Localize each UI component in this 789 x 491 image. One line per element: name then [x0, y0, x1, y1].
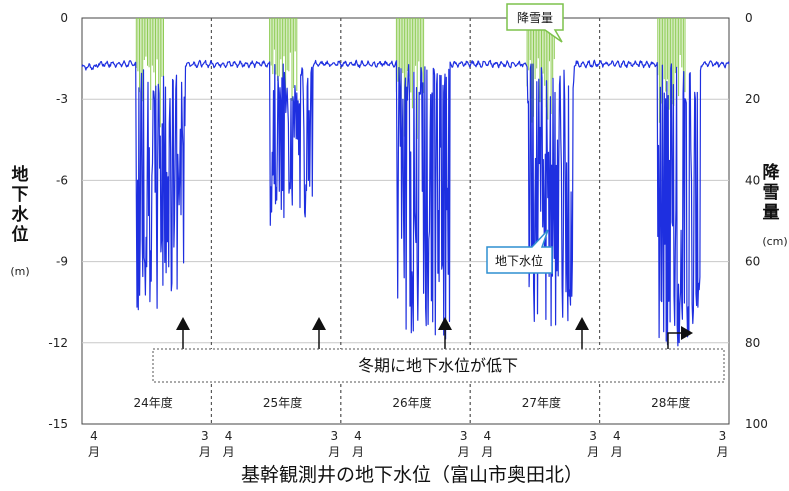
- left-tick-label: -15: [48, 417, 68, 431]
- x-tick-month-unit: 月: [587, 445, 599, 459]
- left-tick-label: 0: [60, 11, 68, 25]
- x-tick-month-unit: 月: [481, 445, 493, 459]
- chart-title: 基幹観測井の地下水位（富山市奥田北）: [241, 464, 583, 486]
- decline-arrows: [176, 317, 693, 349]
- x-tick-month-num: 3: [460, 429, 468, 443]
- x-tick-month-unit: 月: [88, 445, 100, 459]
- right-tick-label: 100: [745, 417, 768, 431]
- left-axis-ticks: 0 -3 -6 -9 -12 -15: [48, 11, 68, 431]
- fiscal-year-label: 27年度: [522, 395, 561, 410]
- arrow-head: [575, 317, 589, 330]
- snow-callout-text: 降雪量: [517, 11, 553, 25]
- right-tick-label: 40: [745, 173, 760, 187]
- left-tick-label: -12: [48, 336, 68, 350]
- left-tick-label: -9: [56, 255, 68, 269]
- x-tick-month-num: 3: [330, 429, 338, 443]
- left-tick-label: -6: [56, 173, 68, 187]
- x-tick-month-unit: 月: [716, 445, 728, 459]
- arrow-shaft: [667, 332, 684, 349]
- x-tick-month-num: 4: [484, 429, 492, 443]
- right-tick-label: 0: [745, 11, 753, 25]
- right-tick-label: 20: [745, 92, 760, 106]
- groundwater-callout-text: 地下水位: [495, 253, 543, 268]
- fiscal-year-label: 28年度: [651, 395, 690, 410]
- x-tick-month-num: 3: [201, 429, 209, 443]
- fiscal-year-labels: 24年度 25年度 26年度 27年度 28年度: [134, 395, 691, 410]
- arrow-head: [438, 317, 452, 330]
- left-axis-unit: (m): [10, 265, 29, 278]
- arrow-head: [681, 326, 693, 340]
- x-tick-month-num: 3: [589, 429, 597, 443]
- right-axis-ticks: 0 20 40 60 80 100: [745, 11, 768, 431]
- fiscal-year-label: 24年度: [134, 395, 173, 410]
- annotation-box: 冬期に地下水位が低下: [152, 348, 725, 383]
- left-axis-label: 地下水位 (m): [10, 164, 29, 278]
- fiscal-year-label: 25年度: [263, 395, 302, 410]
- groundwater-series: [81, 59, 730, 347]
- fiscal-year-label: 26年度: [392, 395, 431, 410]
- svg-text:地下水位: 地下水位: [12, 164, 30, 245]
- right-axis-unit: (cm): [762, 235, 787, 248]
- arrow-head: [312, 317, 326, 330]
- right-tick-label: 60: [745, 255, 760, 269]
- x-tick-month-num: 4: [90, 429, 98, 443]
- x-tick-month-unit: 月: [611, 445, 623, 459]
- x-tick-month-unit: 月: [352, 445, 364, 459]
- x-tick-month-num: 4: [354, 429, 362, 443]
- x-tick-month-num: 4: [613, 429, 621, 443]
- x-tick-month-unit: 月: [199, 445, 211, 459]
- right-tick-label: 80: [745, 336, 760, 350]
- svg-text:降雪量: 降雪量: [763, 162, 781, 223]
- groundwater-callout: 地下水位: [486, 229, 553, 274]
- x-tick-month-num: 3: [719, 429, 727, 443]
- x-tick-month-unit: 月: [328, 445, 340, 459]
- arrow-head: [176, 317, 190, 330]
- annotation-text: 冬期に地下水位が低下: [358, 356, 518, 375]
- right-axis-label: 降雪量 (cm): [762, 162, 787, 248]
- left-tick-label: -3: [56, 92, 68, 106]
- x-tick-month-num: 4: [225, 429, 233, 443]
- snow-callout: 降雪量: [506, 3, 564, 43]
- groundwater-line: [81, 59, 730, 347]
- x-tick-month-unit: 月: [223, 445, 235, 459]
- x-tick-month-unit: 月: [458, 445, 470, 459]
